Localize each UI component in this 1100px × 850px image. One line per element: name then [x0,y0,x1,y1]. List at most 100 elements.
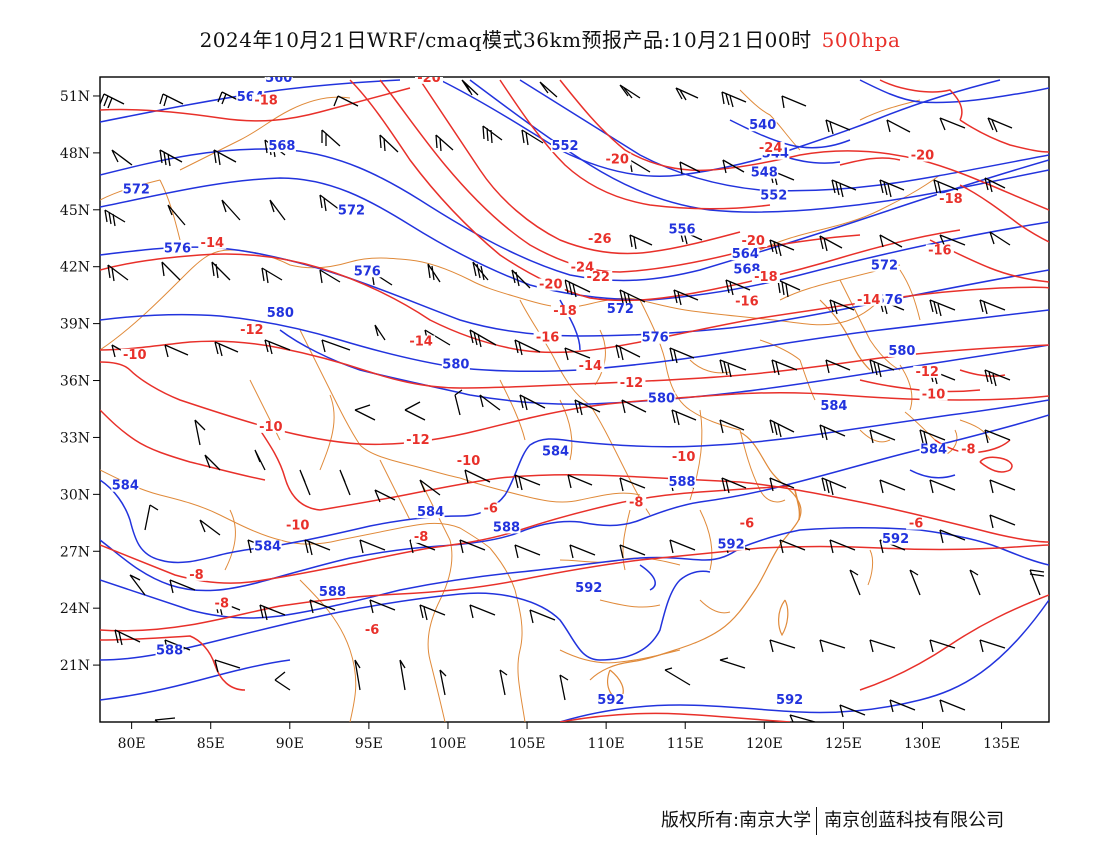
temperature-label-bg-9 [568,261,597,274]
height-label-bg-27 [551,140,580,153]
temperature-label-bg-32 [186,568,207,581]
height-label-36: 580 [648,391,675,406]
height-label-bg-28 [759,189,788,202]
height-label-14: 584 [254,539,281,554]
temperature-label-bg-11 [536,278,565,291]
temperature-label-20: -12 [240,323,264,338]
temperature-label-bg-12 [751,270,780,283]
height-label-bg-12 [819,399,848,412]
height-label-bg-21 [596,694,625,707]
height-label-22: 592 [776,693,803,708]
height-label-bg-16 [318,585,347,598]
temperature-label-bg-17 [198,236,227,249]
temperature-label-bg-31 [958,443,979,456]
height-label-30: 564 [732,247,759,262]
height-label-bg-36 [647,392,676,405]
height-label-bg-11 [541,445,570,458]
height-label-9: 584 [112,479,139,494]
lon-tick-label-5: 105E [509,736,546,752]
height-label-15: 588 [493,520,520,535]
temperature-label-bg-14 [854,293,883,306]
temperature-label-35: -6 [740,517,754,532]
temperature-label-37: -6 [365,623,379,638]
height-label-33: 572 [871,259,898,274]
temperature-label-bg-1 [252,94,281,107]
height-label-bg-26 [750,166,779,179]
height-label-bg-17 [155,644,184,657]
height-label-10: 584 [417,505,444,520]
company-text: 南京创蓝科技有限公司 [824,810,1005,831]
temperature-label-10: -22 [586,270,610,285]
wind-barb-row-39n [111,324,1011,387]
height-label-28: 552 [760,188,787,203]
lat-tick-label-4: 39N [60,317,90,333]
wind-barb-row-45n [104,194,1011,257]
lon-tick-label-4: 100E [429,736,466,752]
wind-barb-row-33n [194,419,1016,503]
temperature-label-bg-10 [584,270,613,283]
title-level: 500hpa [821,28,901,52]
borders-layer [100,89,991,722]
lon-tick-label-10: 130E [904,736,941,752]
temperature-labels-layer: -20-18-20-24-20-18-26 -20-16-24-22-20-18-… [120,77,979,638]
height-label-16: 588 [319,585,346,600]
temperature-label-8: -16 [928,243,952,258]
height-label-bg-9 [111,479,140,492]
wind-barb-row-21n [154,699,966,722]
height-label-bg-14 [253,540,282,553]
lat-tick-label-3: 42N [60,260,90,276]
temperature-label-bg-38 [211,597,232,610]
temperature-label-4: -20 [911,149,935,164]
temperature-label-bg-29 [913,365,942,378]
temperature-contours-layer [100,79,1049,722]
height-label-bg-29 [668,223,697,236]
height-label-19: 592 [718,537,745,552]
height-label-bg-4 [337,204,366,217]
lon-tick-label-3: 95E [355,736,383,752]
height-label-bg-32 [606,303,635,316]
height-label-bg-2 [267,140,296,153]
temperature-label-22: -12 [406,433,430,448]
wind-barbs-layer [100,79,1045,722]
lat-tick-label-5: 36N [60,374,90,390]
lat-tick-label-1: 48N [60,146,90,162]
temperature-label-bg-4 [908,149,937,162]
temperature-label-18: -14 [409,334,433,349]
temperature-label-bg-27 [919,388,948,401]
height-label-bg-5 [163,242,192,255]
temperature-label-26: -10 [672,450,696,465]
temperature-label-32: -8 [189,568,203,583]
temperature-label-bg-7 [739,234,768,247]
temperature-label-5: -18 [939,192,963,207]
height-label-0: 560 [265,71,292,86]
lon-tick-label-0: 80E [118,736,146,752]
height-label-21: 592 [597,693,624,708]
temperature-label-bg-25 [454,455,483,467]
height-label-7: 580 [267,306,294,321]
temperature-label-bg-6 [585,233,614,246]
temperature-label-bg-37 [362,623,383,636]
temperature-label-33: -8 [414,530,428,545]
height-label-bg-22 [775,694,804,707]
lat-tick-label-9: 24N [60,601,90,617]
temperature-label-31: -8 [961,443,975,458]
temperature-label-36: -6 [909,517,923,532]
temperature-label-38: -8 [215,596,229,611]
lon-tick-label-7: 115E [667,736,704,752]
temperature-label-6: -26 [588,232,612,247]
height-label-8: 580 [442,357,469,372]
longitude-ticks: 80E 85E 90E 95E 100E 105E 110E 115E 120E 125E 130E… [118,722,1020,752]
lat-tick-label-0: 51N [60,89,90,105]
height-label-bg-23 [881,532,910,545]
temperature-label-29: -12 [915,365,939,380]
height-label-bg-34 [641,331,670,344]
height-label-bg-10 [416,506,445,519]
temperature-label-bg-15 [551,305,580,318]
temperature-label-15: -18 [553,304,577,319]
temperature-label-bg-21 [617,377,646,390]
height-label-2: 568 [268,139,295,154]
height-label-5: 576 [164,242,191,257]
temperature-label-bg-20 [237,324,266,337]
temperature-label-23: -10 [123,348,147,363]
height-label-11: 584 [542,445,569,460]
